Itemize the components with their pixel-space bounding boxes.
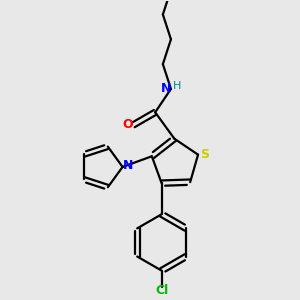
Text: S: S <box>200 148 209 161</box>
Text: Cl: Cl <box>155 284 168 297</box>
Text: H: H <box>173 81 181 91</box>
Text: N: N <box>123 159 133 172</box>
Text: N: N <box>161 82 171 95</box>
Text: O: O <box>123 118 133 131</box>
